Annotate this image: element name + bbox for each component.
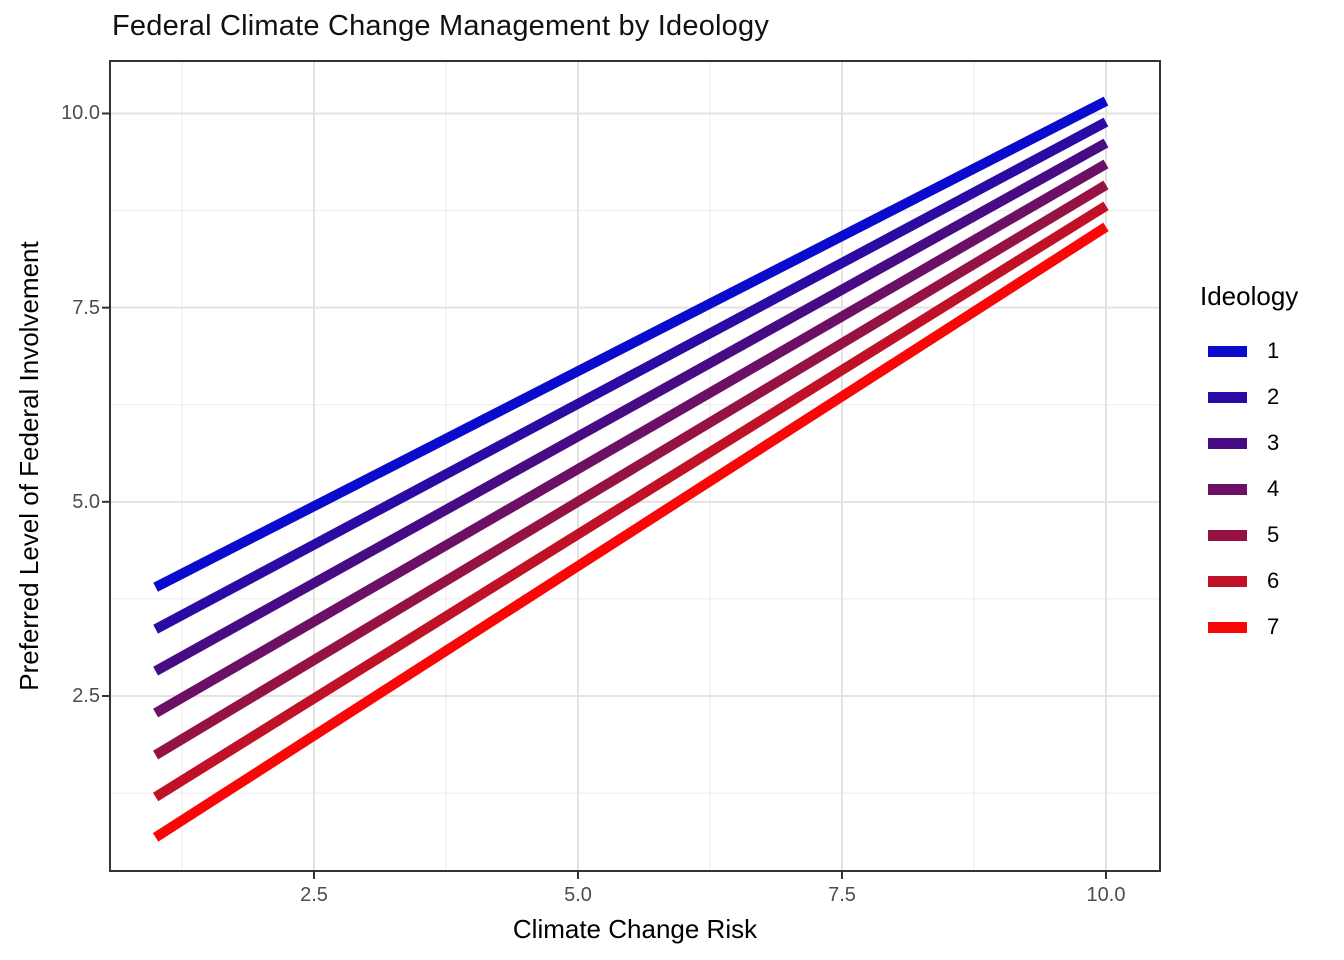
series-line-5 — [153, 180, 1109, 760]
legend-key-label: 7 — [1267, 614, 1280, 639]
x-tick-label: 7.5 — [828, 884, 856, 906]
series-line-4 — [153, 159, 1109, 718]
legend-row: 3 — [1200, 420, 1340, 466]
legend-row: 7 — [1200, 604, 1340, 650]
legend-key-swatch — [1208, 621, 1247, 633]
legend-title: Ideology — [1200, 281, 1299, 311]
legend-key-label: 3 — [1267, 430, 1280, 455]
legend-row: 2 — [1200, 374, 1340, 420]
legend-key-swatch — [1208, 345, 1247, 357]
legend-key-label: 4 — [1267, 476, 1280, 501]
legend-row: 6 — [1200, 558, 1340, 604]
legend: Ideology 1 2 3 4 5 6 7 — [1200, 280, 1340, 650]
legend-key-swatch — [1208, 575, 1247, 587]
y-tick-label: 2.5 — [72, 685, 100, 707]
x-tick-label: 2.5 — [300, 884, 328, 906]
y-tick-label: 7.5 — [72, 296, 100, 319]
y-tick-label: 5.0 — [72, 490, 100, 513]
legend-row: 5 — [1200, 512, 1340, 558]
legend-key-label: 5 — [1267, 522, 1280, 547]
y-tick-label: 10.0 — [61, 102, 100, 125]
chart-title: Federal Climate Change Management by Ide… — [112, 10, 770, 42]
legend-key-label: 6 — [1267, 568, 1280, 593]
legend-key-swatch — [1208, 391, 1247, 403]
series-line-1 — [153, 96, 1109, 592]
x-axis-title: Climate Change Risk — [512, 914, 758, 944]
legend-key-label: 1 — [1267, 338, 1280, 363]
series-line-6 — [152, 201, 1109, 802]
legend-key-swatch — [1208, 483, 1247, 495]
y-axis-title: Preferred Level of Federal Involvement — [14, 241, 44, 691]
legend-row: 1 — [1200, 328, 1340, 374]
legend-row: 4 — [1200, 466, 1340, 512]
legend-entries: 1 2 3 4 5 6 7 — [1200, 328, 1340, 650]
legend-key-swatch — [1208, 437, 1247, 449]
legend-key-label: 2 — [1267, 384, 1280, 409]
series-line-3 — [153, 138, 1109, 676]
legend-key-swatch — [1208, 529, 1247, 541]
series-line-7 — [152, 222, 1109, 842]
panel-border — [109, 60, 1161, 872]
x-tick-label: 10.0 — [1086, 884, 1126, 906]
series-line-2 — [153, 117, 1109, 634]
x-tick-label: 5.0 — [564, 884, 592, 906]
